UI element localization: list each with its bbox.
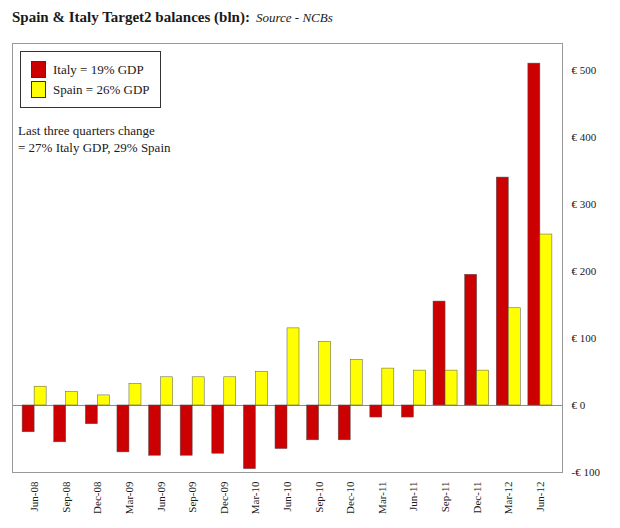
svg-text:€ 500: € 500 bbox=[572, 64, 597, 76]
svg-text:Dec-10: Dec-10 bbox=[344, 481, 356, 514]
html-text:Italy = 19% GDP: Italy = 19% GDP bbox=[53, 61, 144, 77]
svg-text:Mar-11: Mar-11 bbox=[376, 482, 388, 514]
svg-text:€ 400: € 400 bbox=[572, 131, 597, 143]
svg-text:Jun-10: Jun-10 bbox=[281, 481, 293, 511]
svg-text:Dec-08: Dec-08 bbox=[91, 481, 103, 514]
svg-text:€ 200: € 200 bbox=[572, 265, 597, 277]
svg-text:Sep-08: Sep-08 bbox=[60, 481, 72, 513]
html-text:Spain = 26% GDP: Spain = 26% GDP bbox=[53, 81, 150, 97]
svg-text:Jun-08: Jun-08 bbox=[28, 481, 40, 511]
svg-text:Jun-12: Jun-12 bbox=[534, 482, 546, 512]
html-text:Last three quarters change: Last three quarters change bbox=[18, 123, 155, 138]
svg-text:Jun-11: Jun-11 bbox=[407, 482, 419, 512]
html-text:= 27% Italy GDP, 29% Spain: = 27% Italy GDP, 29% Spain bbox=[18, 140, 171, 155]
svg-text:Mar-10: Mar-10 bbox=[249, 481, 261, 514]
svg-text:Mar-12: Mar-12 bbox=[502, 482, 514, 515]
svg-text:Sep-09: Sep-09 bbox=[186, 481, 198, 513]
svg-text:€ 100: € 100 bbox=[572, 332, 597, 344]
svg-text:€ 0: € 0 bbox=[572, 399, 586, 411]
svg-text:Sep-10: Sep-10 bbox=[313, 481, 325, 513]
html-text:Spain & Italy Target2 balances: Spain & Italy Target2 balances (bln): bbox=[12, 9, 250, 25]
svg-text:Sep-11: Sep-11 bbox=[439, 482, 451, 513]
html-text:Source - NCBs: Source - NCBs bbox=[256, 10, 333, 25]
svg-text:Dec-11: Dec-11 bbox=[471, 482, 483, 514]
svg-text:Mar-09: Mar-09 bbox=[123, 481, 135, 514]
svg-text:-€ 100: -€ 100 bbox=[572, 466, 601, 478]
svg-text:Jun-09: Jun-09 bbox=[155, 481, 167, 511]
svg-text:€ 300: € 300 bbox=[572, 198, 597, 210]
svg-text:Dec-09: Dec-09 bbox=[218, 481, 230, 514]
